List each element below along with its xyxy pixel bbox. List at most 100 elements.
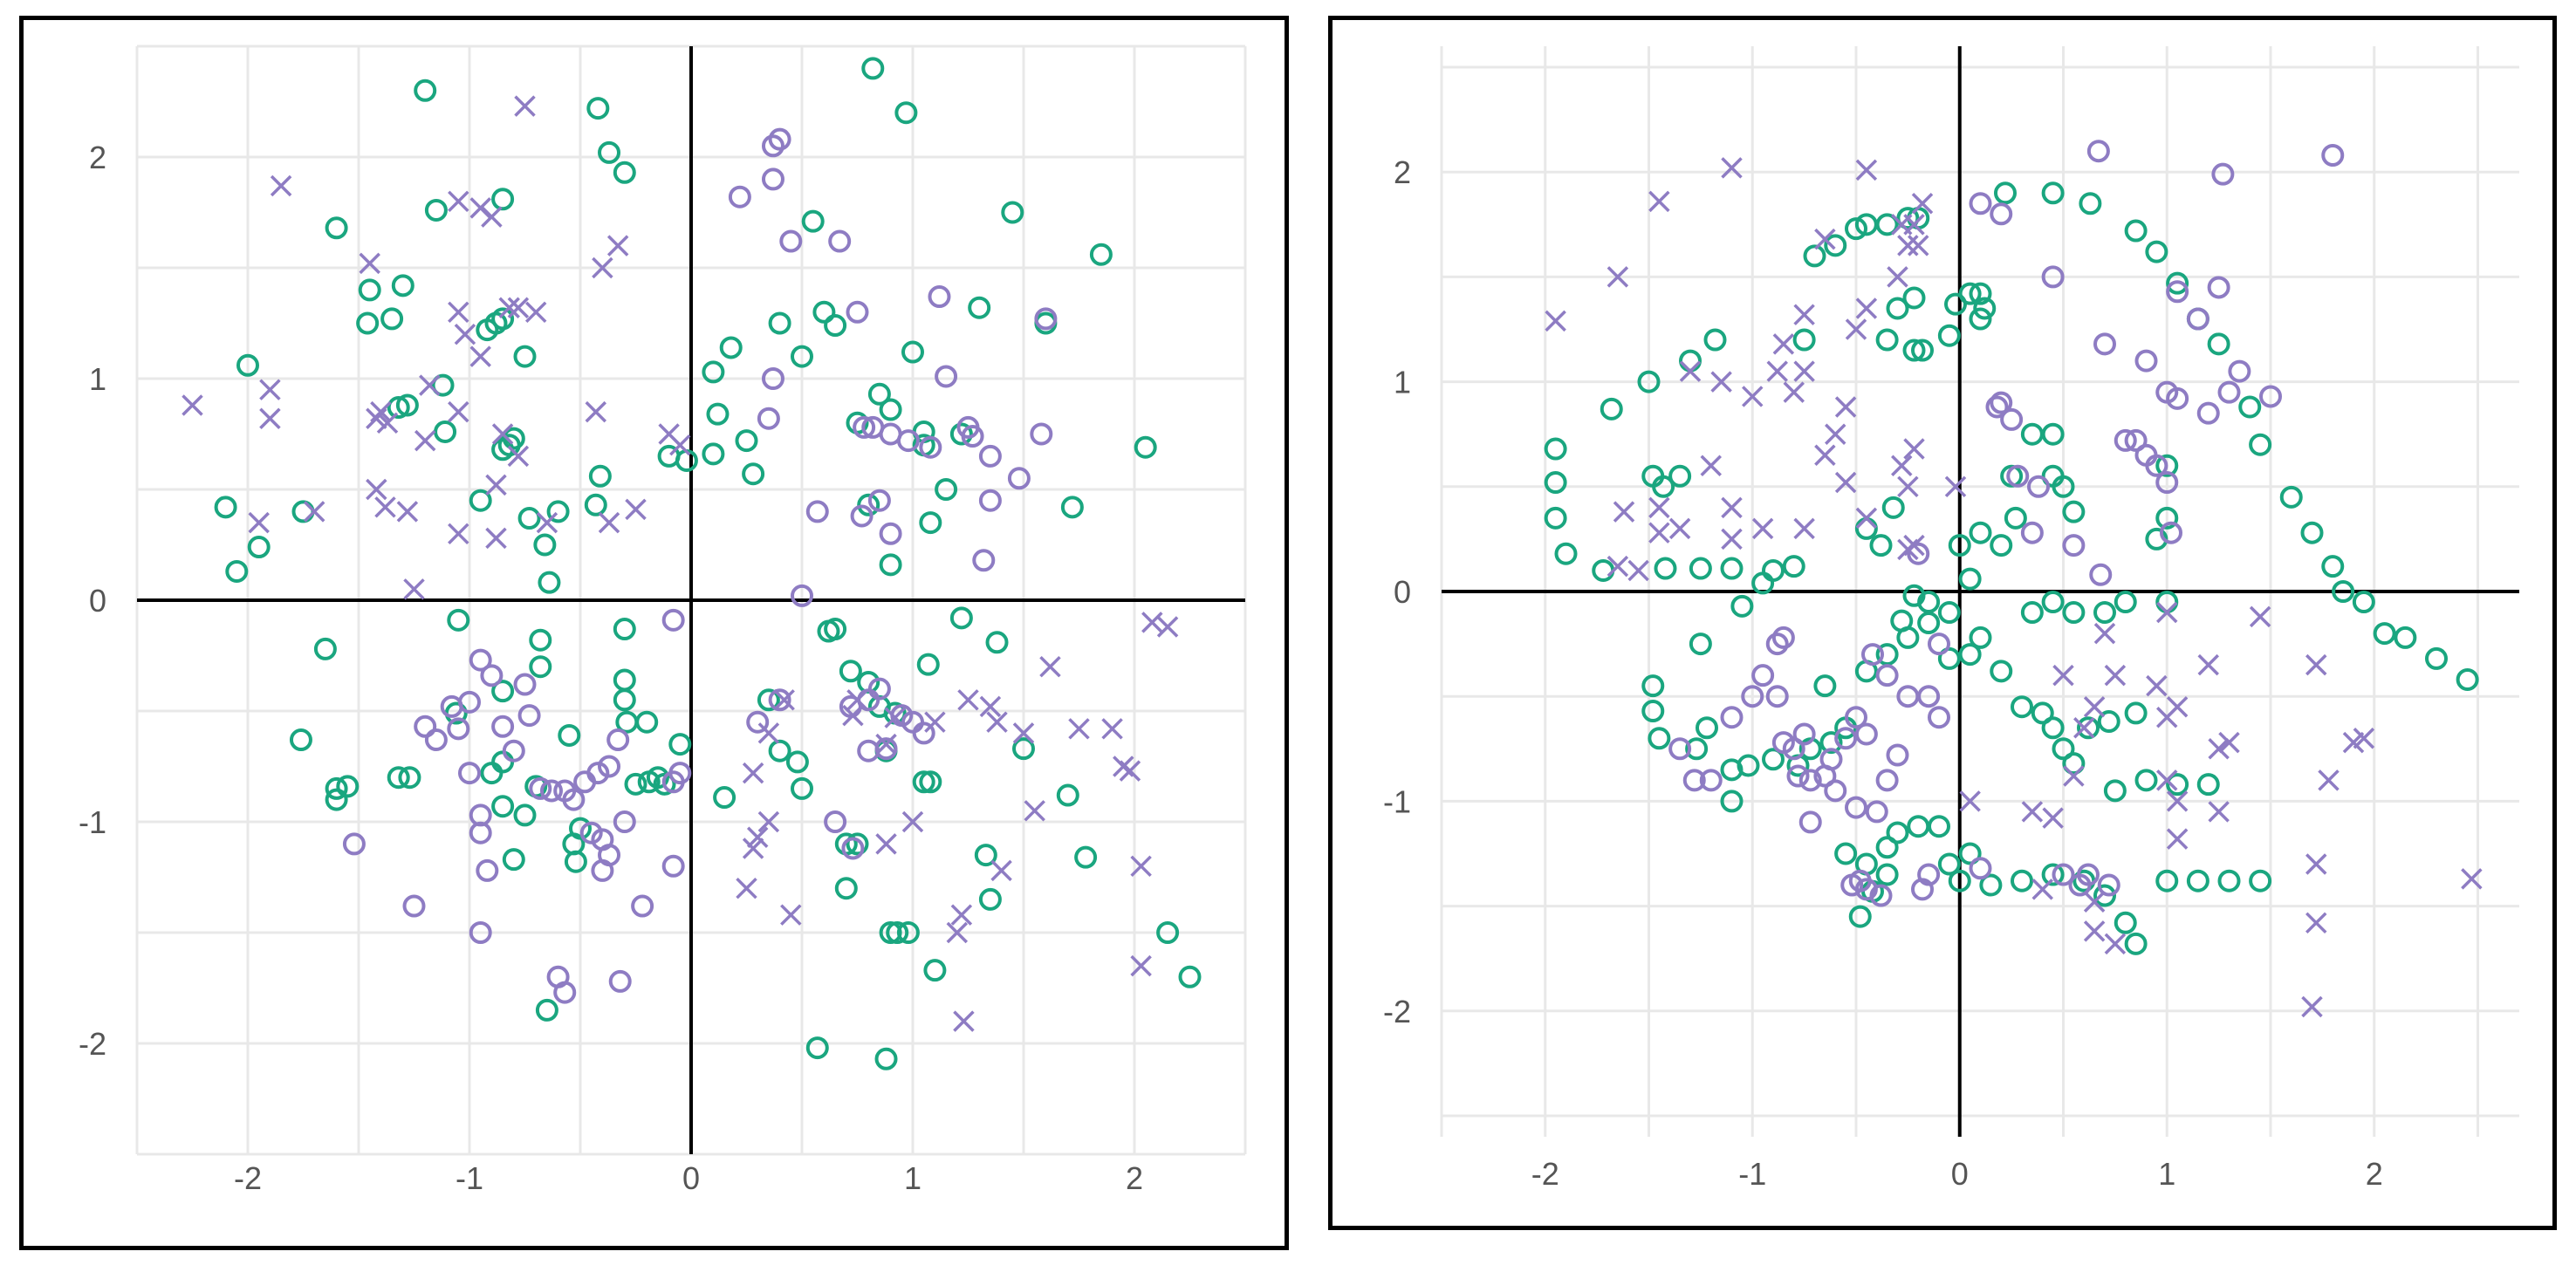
data-point-circle — [949, 606, 973, 630]
data-point-circle — [1902, 286, 1926, 310]
data-point-cross — [2218, 731, 2240, 754]
data-point-circle — [1720, 557, 1744, 580]
data-point-circle — [2114, 911, 2137, 934]
data-point-circle — [978, 489, 1002, 512]
data-point-circle — [1637, 370, 1661, 393]
data-point-circle — [1917, 612, 1941, 635]
data-point-cross — [1101, 718, 1123, 740]
data-point-circle — [586, 762, 610, 785]
data-point-circle — [236, 353, 259, 377]
data-point-circle — [706, 402, 730, 426]
data-point-circle — [1592, 558, 1615, 582]
data-point-cross — [1648, 496, 1670, 519]
data-point-circle — [1875, 769, 1899, 792]
data-point-circle — [440, 694, 463, 718]
data-point-cross — [990, 859, 1012, 882]
data-point-circle — [564, 850, 587, 873]
data-point-circle — [2155, 869, 2179, 892]
data-point-cross — [2166, 828, 2189, 850]
data-point-circle — [1890, 609, 1914, 632]
data-point-circle — [2062, 752, 2086, 776]
x-tick-label: -2 — [1531, 1156, 1559, 1192]
data-point-circle — [1948, 534, 1971, 557]
data-point-cross — [1627, 559, 1649, 582]
data-point-cross — [1944, 475, 1967, 498]
data-point-cross — [946, 921, 969, 944]
data-point-circle — [661, 608, 685, 632]
data-point-circle — [2425, 646, 2448, 670]
data-point-circle — [1958, 643, 1982, 667]
data-point-circle — [2134, 349, 2158, 373]
data-point-circle — [1762, 748, 1785, 771]
x-tick-label: 2 — [2366, 1156, 2383, 1192]
data-point-circle — [1782, 555, 1805, 578]
data-point-circle — [391, 274, 414, 297]
data-point-circle — [1544, 506, 1567, 530]
data-point-circle — [1875, 836, 1899, 859]
data-point-cross — [2301, 995, 2323, 1018]
data-point-circle — [1819, 731, 1843, 755]
data-point-cross — [2146, 674, 2168, 697]
data-point-circle — [2062, 601, 2086, 625]
data-point-circle — [558, 723, 581, 747]
data-point-cross — [370, 400, 392, 423]
data-point-circle — [1845, 217, 1867, 241]
data-point-circle — [529, 628, 552, 652]
data-point-circle — [214, 496, 237, 519]
data-point-circle — [841, 837, 865, 860]
data-point-circle — [1689, 632, 1712, 656]
data-point-cross — [182, 394, 203, 416]
x-tick-label: 2 — [1126, 1160, 1143, 1196]
data-point-circle — [1720, 790, 1744, 813]
data-point-cross — [1141, 612, 1163, 633]
data-point-cross — [366, 407, 387, 429]
data-point-circle — [538, 571, 561, 594]
data-point-circle — [491, 750, 515, 774]
x-tick-label: -2 — [234, 1160, 262, 1196]
x-tick-label: 0 — [682, 1160, 700, 1196]
data-point-circle — [757, 407, 780, 430]
data-point-circle — [613, 688, 636, 712]
data-point-circle — [398, 766, 421, 790]
data-point-cross — [2052, 664, 2074, 687]
data-point-circle — [867, 677, 891, 701]
data-point-cross — [1911, 193, 1934, 215]
data-point-circle — [757, 688, 780, 712]
data-point-circle — [2186, 307, 2209, 331]
data-point-cross — [746, 826, 769, 849]
data-point-circle — [529, 776, 552, 800]
data-point-circle — [606, 728, 630, 752]
data-point-cross — [625, 498, 647, 521]
data-point-circle — [2077, 716, 2100, 740]
y-tick-label: 1 — [1394, 365, 1411, 400]
data-point-circle — [613, 810, 636, 833]
data-point-cross — [1113, 756, 1134, 777]
data-point-circle — [850, 504, 874, 528]
data-point-cross — [1783, 381, 1805, 403]
data-point-circle — [1969, 626, 1992, 649]
data-point-circle — [1848, 905, 1872, 928]
data-point-circle — [1730, 594, 1754, 618]
data-point-cross — [1024, 800, 1045, 822]
data-point-circle — [874, 1047, 898, 1070]
data-point-cross — [448, 301, 469, 324]
data-point-cross — [2305, 912, 2327, 934]
data-point-circle — [2249, 433, 2272, 456]
data-point-cross — [1130, 855, 1152, 878]
data-point-cross — [1668, 517, 1691, 540]
data-point-circle — [613, 161, 636, 184]
data-point-circle — [974, 844, 997, 867]
data-point-circle — [2006, 464, 2030, 488]
data-point-circle — [480, 664, 504, 687]
data-point-cross — [1607, 266, 1629, 288]
data-point-circle — [1834, 727, 1858, 750]
data-point-cross — [757, 810, 780, 833]
data-point-circle — [586, 97, 610, 120]
data-point-circle — [1881, 496, 1905, 519]
data-point-circle — [1751, 664, 1775, 687]
data-point-circle — [2228, 359, 2251, 383]
data-point-circle — [1134, 435, 1157, 459]
data-point-circle — [476, 318, 499, 342]
data-point-circle — [1896, 685, 1920, 708]
data-point-circle — [1699, 769, 1723, 792]
